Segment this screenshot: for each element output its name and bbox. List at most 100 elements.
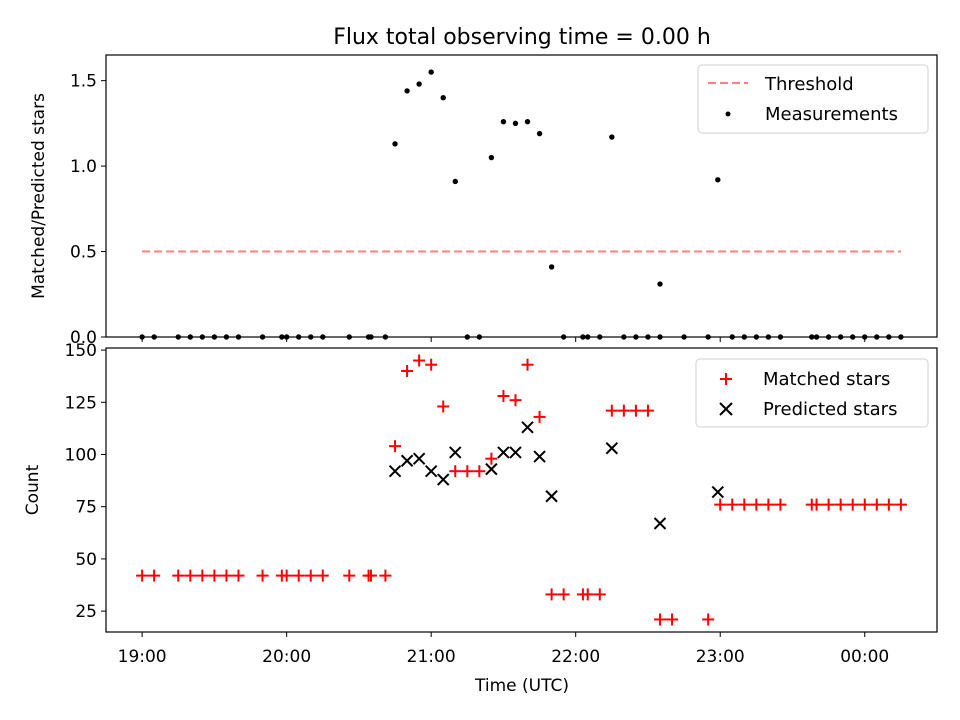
predicted-star-point — [437, 473, 450, 486]
matched-star-point — [509, 394, 522, 407]
matched-star-point — [304, 569, 317, 582]
matched-star-point — [256, 569, 269, 582]
matched-star-point — [232, 569, 245, 582]
matched-star-point — [641, 404, 654, 417]
measurement-point — [440, 95, 446, 101]
matched-star-point — [846, 498, 859, 511]
predicted-star-point — [388, 464, 402, 478]
matched-star-point — [870, 498, 883, 511]
measurement-point — [609, 134, 615, 140]
bottom-axes-frame — [105, 347, 938, 633]
top-y-tick-label: 0.0 — [70, 328, 97, 348]
measurement-point — [452, 178, 458, 185]
predicted-star-point — [545, 490, 558, 503]
bottom-y-axis: 25 50 75 100 125 150 — [65, 341, 106, 622]
measurement-point — [500, 118, 507, 125]
measurement-point — [536, 130, 543, 137]
matched-star-point — [810, 498, 823, 511]
predicted-star-point — [653, 517, 667, 530]
matched-star-point — [762, 498, 775, 511]
matched-star-point — [461, 465, 474, 478]
matched-star-point — [593, 588, 606, 601]
x-tick-label: 19:00 — [118, 647, 167, 667]
bottom-x-axis: 19:00 20:00 21:00 22:00 23:00 00:00 — [118, 632, 889, 667]
bottom-panel: 25 50 75 100 125 150 19:00 20:00 21:00 22:00 23:0… — [23, 341, 938, 696]
x-tick-label: 20:00 — [262, 647, 311, 667]
legend-matched-swatch — [720, 373, 732, 385]
bottom-y-tick-label: 75 — [75, 498, 97, 518]
matched-star-point — [220, 569, 233, 582]
matched-star-point — [413, 354, 426, 367]
matched-star-point — [882, 498, 895, 511]
bottom-legend: Matched stars Predicted stars — [695, 358, 929, 428]
matched-star-point — [292, 569, 305, 582]
matched-star-point — [581, 588, 594, 601]
matched-star-point — [714, 498, 727, 511]
bottom-y-tick-label: 25 — [75, 602, 97, 622]
top-axes-frame — [105, 54, 938, 338]
matched-star-point — [172, 569, 185, 582]
measurement-point — [416, 81, 422, 87]
matched-star-point — [533, 410, 546, 423]
top-marks — [139, 69, 904, 340]
matched-star-point — [449, 465, 462, 478]
matched-star-point — [364, 569, 377, 582]
measurement-point — [404, 88, 410, 94]
matched-star-point — [196, 569, 209, 582]
x-tick-label: 23:00 — [696, 647, 745, 667]
top-panel: 0.0 0.5 1.0 1.5 Matched/Predicted stars Thr… — [29, 54, 938, 348]
predicted-star-point — [711, 485, 725, 499]
top-y-tick-label: 1.5 — [70, 72, 97, 92]
predicted-star-point — [412, 452, 426, 465]
predicted-star-point — [424, 464, 438, 478]
top-y-axis: 0.0 0.5 1.0 1.5 — [70, 72, 106, 348]
matched-star-point — [822, 498, 835, 511]
bottom-y-tick-label: 50 — [75, 550, 97, 570]
predicted-star-point — [605, 442, 619, 455]
matched-star-point — [280, 569, 293, 582]
top-y-axis-label: Matched/Predicted stars — [29, 93, 49, 299]
legend-measurements-label: Measurements — [765, 104, 898, 125]
matched-star-point — [629, 404, 642, 417]
matched-star-point — [343, 569, 356, 582]
matched-star-point — [148, 569, 161, 582]
matched-star-point — [545, 588, 558, 601]
matched-star-point — [726, 498, 739, 511]
matched-star-point — [750, 498, 763, 511]
predicted-star-point — [400, 454, 414, 467]
matched-star-point — [858, 498, 871, 511]
measurement-point — [657, 281, 663, 287]
matched-star-point — [521, 358, 534, 371]
predicted-star-point — [449, 446, 462, 459]
matched-star-point — [316, 569, 329, 582]
measurement-point — [548, 264, 555, 270]
legend-predicted-swatch — [719, 402, 733, 416]
predicted-star-point — [497, 446, 510, 459]
matched-star-point — [774, 498, 787, 511]
top-y-tick-label: 0.5 — [70, 243, 97, 263]
matched-star-point — [894, 498, 907, 511]
matched-star-point — [379, 569, 392, 582]
measurement-point — [428, 69, 434, 75]
matched-star-point — [389, 440, 402, 453]
legend-measurements-swatch — [725, 111, 731, 117]
x-tick-label: 21:00 — [407, 647, 456, 667]
matched-star-point — [617, 404, 630, 417]
matched-star-point — [473, 465, 486, 478]
measurement-point — [524, 118, 531, 125]
matched-star-point — [208, 569, 221, 582]
legend-matched-label: Matched stars — [763, 369, 890, 390]
top-legend: Threshold Measurements — [697, 64, 929, 134]
x-axis-label: Time (UTC) — [474, 676, 569, 696]
x-tick-label: 22:00 — [551, 647, 600, 667]
matched-star-point — [437, 400, 450, 413]
matched-star-point — [834, 498, 847, 511]
matched-star-point — [184, 569, 197, 582]
top-x-ticks — [141, 337, 866, 342]
bottom-marks — [136, 354, 907, 626]
measurement-point — [392, 141, 398, 147]
bottom-y-tick-label: 125 — [65, 393, 97, 413]
measurement-point — [512, 120, 519, 127]
matched-star-point — [605, 404, 618, 417]
